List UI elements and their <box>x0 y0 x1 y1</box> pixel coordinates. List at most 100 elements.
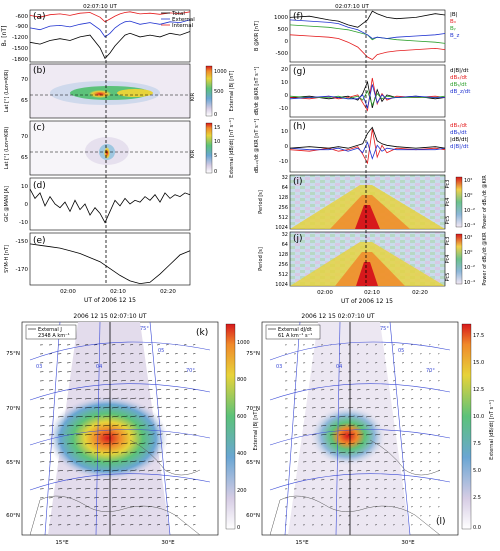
vector-arrow <box>48 425 55 427</box>
vector-arrow <box>347 424 355 427</box>
vector-arrow <box>183 506 187 508</box>
vector-arrow <box>356 380 361 382</box>
vector-arrow <box>156 353 161 355</box>
vector-arrow <box>93 353 98 355</box>
vector-arrow <box>174 415 180 418</box>
vector-arrow <box>365 470 370 472</box>
vector-arrow <box>174 424 180 427</box>
panel-c: (c) Lat [°] (Lon=KIR) 70 65 KIR 15 10 5 … <box>4 118 235 178</box>
vector-arrow <box>365 442 373 445</box>
vector-arrow <box>401 398 405 400</box>
vector-arrow <box>365 479 370 481</box>
vector-arrow <box>102 406 110 409</box>
vector-arrow <box>102 415 110 418</box>
vector-arrow <box>138 379 144 382</box>
map-l-legend-1: 61 A km⁻¹ s⁻¹ <box>278 333 312 339</box>
vector-arrow <box>419 443 423 445</box>
vector-arrow <box>84 424 92 427</box>
vector-arrow <box>129 353 134 355</box>
series-f-1 <box>289 34 446 60</box>
map-l-lat-2: 65°N <box>246 460 260 466</box>
vector-arrow <box>84 479 91 481</box>
panel-e-label: (e) <box>33 236 46 246</box>
vector-arrow <box>93 433 101 436</box>
legend-h-0: dBₓ/dt <box>450 123 468 129</box>
vector-arrow <box>165 424 171 427</box>
vector-arrow <box>120 353 125 355</box>
right-xtick-0: 02:00 <box>317 290 333 296</box>
vector-arrow <box>111 424 119 427</box>
vector-arrow <box>129 506 135 508</box>
cb-c-tick-2: 5 <box>214 153 217 159</box>
vector-arrow <box>102 397 110 400</box>
vector-arrow <box>66 461 74 463</box>
vector-arrow <box>75 451 83 454</box>
vector-arrow <box>174 515 178 517</box>
vector-arrow <box>57 470 64 472</box>
vector-arrow <box>192 515 196 517</box>
map-k-legend-0: External J <box>38 327 62 333</box>
vector-arrow <box>347 406 354 409</box>
vector-arrow <box>120 460 128 463</box>
map-k-contour-4: 75° <box>140 326 149 332</box>
vector-arrow <box>111 371 117 373</box>
panel-g: (g) dB/dt @KIR [nT s⁻¹] 20 10 0 -10 d|B|… <box>254 64 471 118</box>
vector-arrow <box>102 469 110 472</box>
vector-arrow <box>392 479 396 481</box>
vector-arrow <box>374 461 380 463</box>
panel-i-ytick-5: 1024 <box>275 225 288 231</box>
vector-arrow <box>192 470 197 472</box>
right-xtick-2: 02:20 <box>412 290 428 296</box>
vector-arrow <box>392 434 397 436</box>
cb-j-tick-3: 10⁻⁴ <box>464 280 475 286</box>
vector-arrow <box>111 478 119 481</box>
panel-a-ytick-0: -600 <box>16 14 29 20</box>
vector-arrow <box>75 406 83 409</box>
vector-arrow <box>192 371 196 373</box>
vector-arrow <box>183 433 188 436</box>
vector-arrow <box>192 425 197 427</box>
vector-arrow <box>165 362 170 364</box>
vector-arrow <box>111 497 117 499</box>
panel-h-ytick-0: 10 <box>281 129 288 135</box>
vector-arrow <box>383 479 387 481</box>
vector-arrow <box>102 371 108 373</box>
panel-h-label: (h) <box>293 122 306 132</box>
vector-arrow <box>383 470 388 472</box>
vector-arrow <box>165 380 170 382</box>
series-g-3 <box>289 84 445 110</box>
vector-arrow <box>356 424 364 427</box>
vector-arrow <box>111 487 118 490</box>
vector-arrow <box>383 380 387 382</box>
vector-arrow <box>138 406 146 409</box>
right-xtick-1: 02:10 <box>364 290 380 296</box>
cb-c-tick-0: 15 <box>214 125 220 131</box>
vector-arrow <box>57 434 64 436</box>
vector-arrow <box>365 451 372 454</box>
panel-a-label: (a) <box>33 12 46 22</box>
vector-arrow <box>75 398 82 400</box>
vector-arrow <box>329 452 336 454</box>
vector-arrow <box>129 497 135 499</box>
vector-arrow <box>192 344 196 346</box>
vector-arrow <box>183 362 187 364</box>
panel-i-label: (i) <box>293 177 303 187</box>
vector-arrow <box>129 379 135 382</box>
vector-arrow <box>156 460 163 463</box>
vector-arrow <box>401 389 405 391</box>
vector-arrow <box>192 488 196 490</box>
vector-arrow <box>84 362 89 364</box>
vector-arrow <box>392 425 397 427</box>
vector-arrow <box>174 506 179 508</box>
vector-arrow <box>329 479 334 481</box>
vector-arrow <box>192 524 196 526</box>
vector-arrow <box>129 406 137 409</box>
panel-i: (i) Period [s] 32 64 128 256 512 1024 Pc… <box>258 175 488 231</box>
panel-k-label: (k) <box>196 328 208 338</box>
vector-arrow <box>147 442 155 445</box>
vector-arrow <box>165 451 171 454</box>
vector-arrow <box>365 407 371 409</box>
vector-arrow <box>102 362 108 364</box>
cb-b-tick-2: 0 <box>214 112 217 118</box>
panel-i-ytick-2: 128 <box>278 195 288 201</box>
